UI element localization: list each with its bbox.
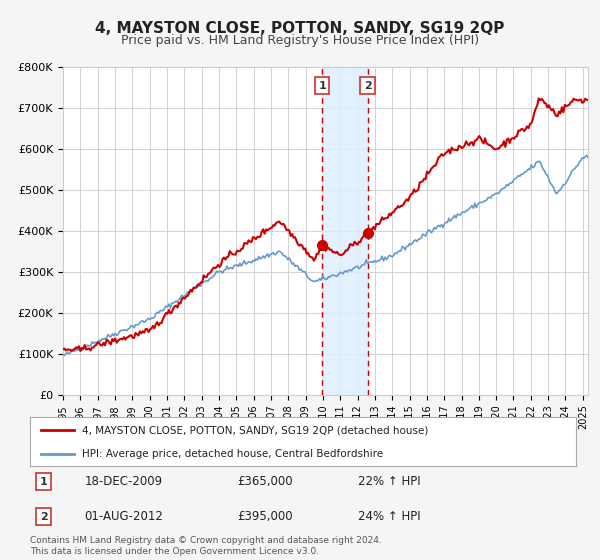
Text: 4, MAYSTON CLOSE, POTTON, SANDY, SG19 2QP: 4, MAYSTON CLOSE, POTTON, SANDY, SG19 2Q… [95,21,505,36]
Bar [322,67,368,395]
Text: 1: 1 [40,477,47,487]
Text: 18-DEC-2009: 18-DEC-2009 [85,475,163,488]
Text: HPI: Average price, detached house, Central Bedfordshire: HPI: Average price, detached house, Cent… [82,449,383,459]
Text: Contains HM Land Registry data © Crown copyright and database right 2024.
This d: Contains HM Land Registry data © Crown c… [30,536,382,556]
Text: 4, MAYSTON CLOSE, POTTON, SANDY, SG19 2QP (detached house): 4, MAYSTON CLOSE, POTTON, SANDY, SG19 2Q… [82,426,428,436]
Text: 2: 2 [40,512,47,521]
Text: 1: 1 [319,81,326,91]
Text: 24% ↑ HPI: 24% ↑ HPI [358,510,420,523]
Text: £365,000: £365,000 [238,475,293,488]
Text: 01-AUG-2012: 01-AUG-2012 [85,510,163,523]
Text: 2: 2 [364,81,371,91]
Text: Price paid vs. HM Land Registry's House Price Index (HPI): Price paid vs. HM Land Registry's House … [121,34,479,46]
Text: 22% ↑ HPI: 22% ↑ HPI [358,475,420,488]
Text: £395,000: £395,000 [238,510,293,523]
